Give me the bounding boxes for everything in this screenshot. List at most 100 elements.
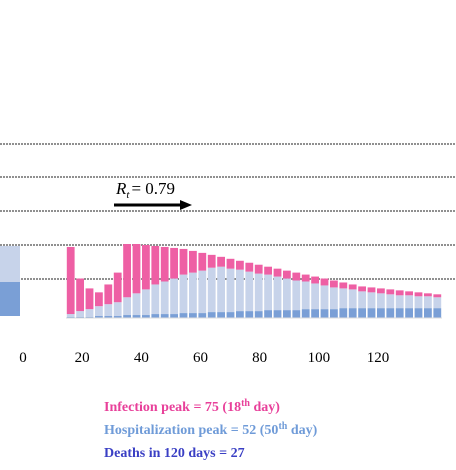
footnote-text: Hospitalization peak = 52 (50 — [104, 423, 278, 438]
bar-segment — [396, 290, 404, 295]
bar-segment — [396, 295, 404, 308]
bar-segment — [433, 308, 441, 318]
bar-segment — [396, 308, 404, 318]
bar-segment — [433, 294, 441, 297]
bar-segment — [180, 275, 188, 313]
bar-segment — [208, 255, 216, 268]
bar-segment — [161, 281, 169, 314]
bar-segment — [311, 277, 319, 284]
bar-segment — [151, 314, 159, 318]
bar-segment — [424, 308, 432, 318]
bar-segment — [86, 309, 94, 317]
bar-segment — [180, 249, 188, 275]
bar-segment — [161, 247, 169, 282]
bar-segment — [133, 244, 141, 293]
footnote-text: Infection peak = 75 (18 — [104, 400, 241, 415]
bar-segment — [217, 312, 225, 318]
bar-segment — [283, 310, 291, 318]
footnote: Deaths in 120 days = 27 — [104, 446, 245, 461]
bar-segment — [104, 284, 112, 304]
bar-segment — [377, 293, 385, 308]
bar-segment — [236, 261, 244, 270]
bar-segment — [264, 267, 272, 275]
bar-segment — [339, 288, 347, 308]
x-tick-label: 0 — [19, 350, 27, 366]
bar-segment — [217, 257, 225, 267]
bar-segment — [330, 281, 338, 288]
annotation-subscript: t — [126, 189, 130, 201]
bar-segment — [302, 275, 310, 282]
bar-segment — [292, 273, 300, 281]
bar-segment — [349, 289, 357, 308]
x-tick-label: 20 — [75, 350, 90, 366]
bar-segment — [198, 253, 206, 271]
bar-segment — [142, 289, 150, 315]
bar-segment — [142, 245, 150, 289]
bar-segment — [424, 296, 432, 308]
bar-segment — [349, 308, 357, 318]
bar-segment — [76, 311, 84, 317]
bar-segment — [123, 297, 131, 315]
bar-segment — [274, 310, 282, 318]
bar-segment — [217, 267, 225, 312]
bar-segment — [358, 308, 366, 318]
bar-segment — [292, 281, 300, 311]
bar-segment — [227, 312, 235, 318]
bar-segment — [208, 312, 216, 318]
bar-segment — [415, 308, 423, 318]
footnote-text: day) — [250, 400, 280, 415]
chart: Rt= 0.79 0 20 40 60 80 100 120 Infection peak =… — [0, 0, 456, 465]
bar-segment — [95, 292, 103, 306]
x-tick-label: 60 — [193, 350, 208, 366]
bar-segment — [368, 292, 376, 308]
bar-segment — [283, 279, 291, 311]
bar-segment — [330, 309, 338, 318]
bar-segment — [245, 272, 253, 311]
bar-segment — [274, 269, 282, 277]
bar-segment — [302, 281, 310, 309]
bar-segment — [208, 268, 216, 312]
bar-segment — [95, 306, 103, 316]
bar-segment — [302, 309, 310, 318]
bar-segment — [161, 314, 169, 318]
bar-segment — [76, 279, 84, 312]
bar-segment — [424, 293, 432, 296]
bar-segment — [386, 308, 394, 318]
bar-segment — [405, 308, 413, 318]
bar-segment — [189, 273, 197, 313]
bar-segment — [311, 283, 319, 309]
left-panel-fragment — [0, 246, 20, 316]
bar-segment — [339, 308, 347, 318]
annotation-symbol: R — [115, 179, 127, 198]
bar-segment — [133, 293, 141, 315]
bar-segment — [236, 270, 244, 311]
bar-segment — [86, 288, 94, 309]
annotation-text: = 0.79 — [131, 179, 175, 198]
x-tick-label: 80 — [252, 350, 267, 366]
bar-segment — [114, 273, 122, 303]
bar-segment — [255, 311, 263, 318]
bar-segment — [255, 265, 263, 274]
bar-segment — [283, 271, 291, 279]
bar-segment — [170, 314, 178, 318]
x-tick-label: 100 — [308, 350, 331, 366]
bar-segment — [358, 286, 366, 291]
bar-segment — [170, 248, 178, 279]
bar-segment — [330, 287, 338, 309]
arrow-head — [180, 200, 192, 210]
bar-segment — [311, 309, 319, 318]
bar-segment — [433, 297, 441, 308]
bar-segment — [114, 302, 122, 316]
bar-segment — [245, 311, 253, 318]
x-tick-label: 120 — [367, 350, 390, 366]
bar-segment — [405, 291, 413, 295]
bar-segment — [198, 271, 206, 313]
bar-segment — [321, 285, 329, 309]
bar-segment — [151, 284, 159, 314]
bar-segment — [264, 275, 272, 311]
bar-segment — [358, 291, 366, 308]
footnote-text: Deaths in 120 days = 27 — [104, 446, 245, 461]
x-tick-label: 40 — [134, 350, 149, 366]
bar-segment — [236, 311, 244, 318]
bar-segment — [386, 294, 394, 308]
